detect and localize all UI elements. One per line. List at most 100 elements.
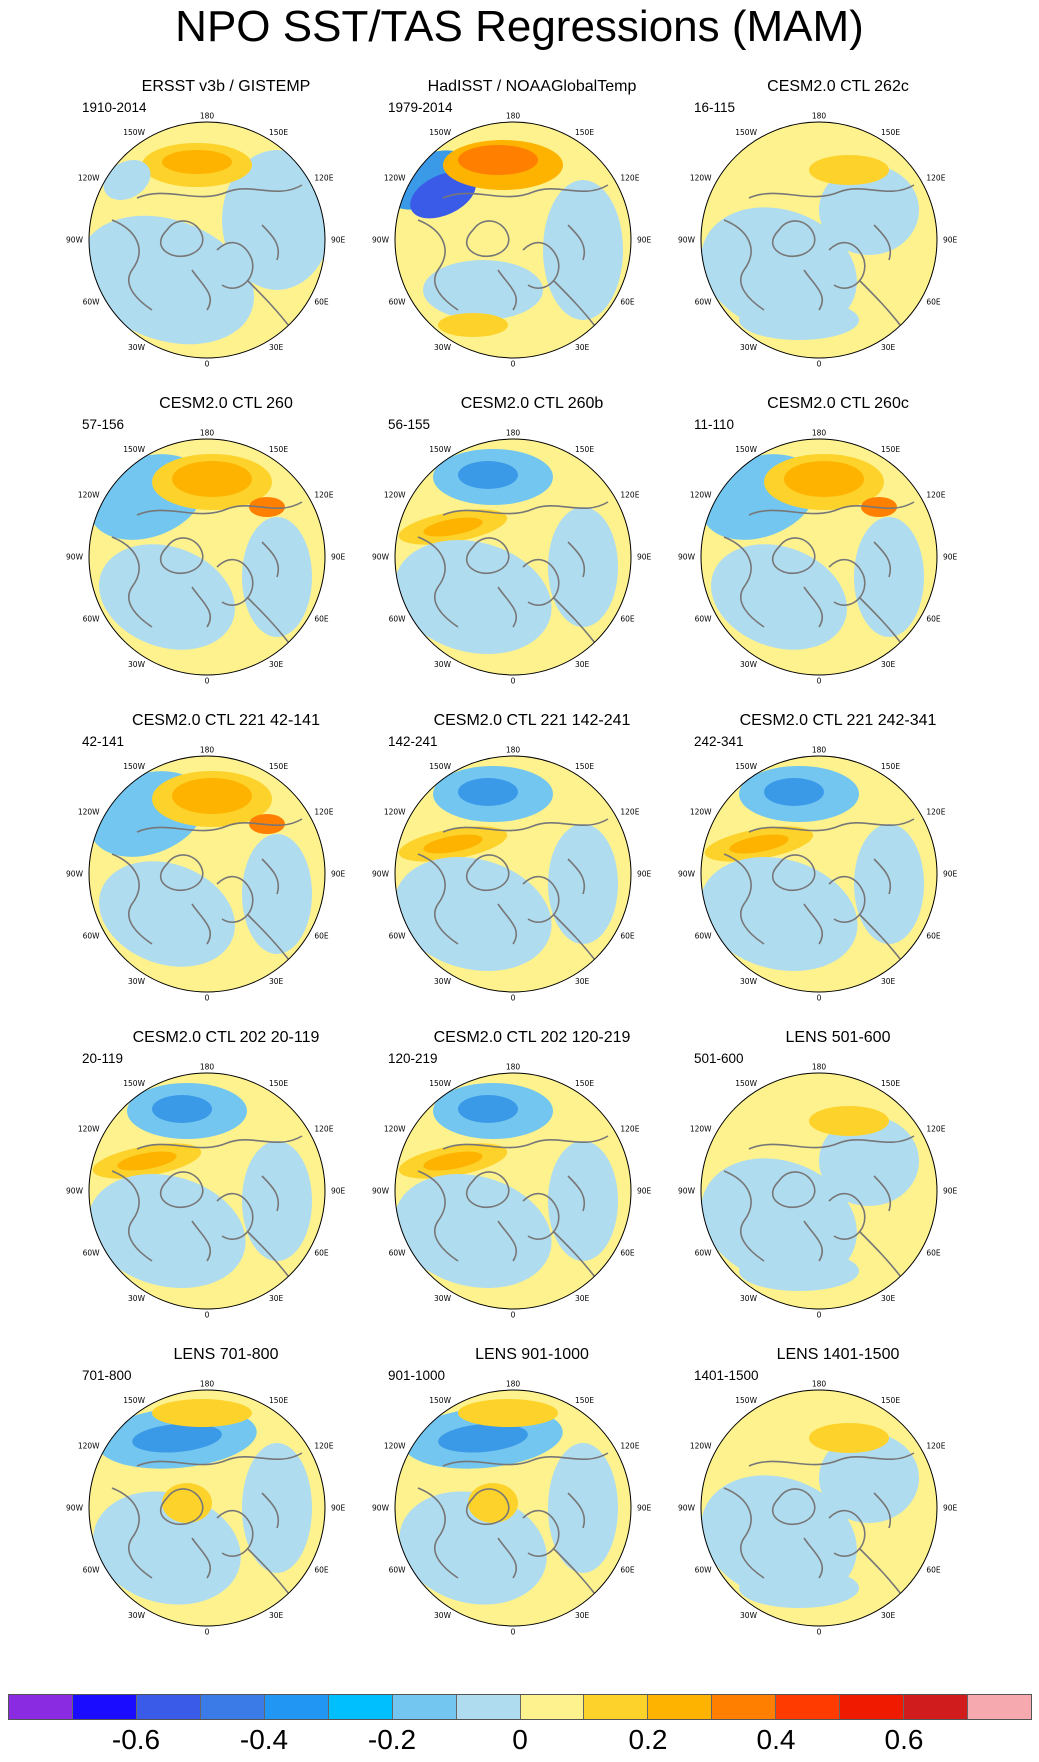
anomaly-region bbox=[399, 1491, 547, 1605]
longitude-label: 180 bbox=[506, 746, 521, 755]
longitude-label: 30W bbox=[128, 343, 146, 352]
anomaly-region bbox=[764, 778, 824, 806]
map-panel: HadISST / NOAAGlobalTemp 180 150E 120E 90E 60… bbox=[372, 78, 682, 398]
colorbar-swatch bbox=[200, 1695, 265, 1719]
anomaly-region bbox=[172, 778, 252, 814]
colorbar-tick-label: -0.4 bbox=[239, 1724, 289, 1755]
longitude-label: 150E bbox=[881, 1396, 900, 1405]
coastline bbox=[771, 1488, 816, 1525]
anomaly-region bbox=[242, 1141, 312, 1261]
longitude-label: 0 bbox=[205, 1311, 210, 1320]
longitude-label: 60W bbox=[695, 1566, 713, 1575]
longitude-label: 60E bbox=[314, 1249, 329, 1258]
anomaly-region bbox=[729, 834, 789, 854]
longitude-label: 30W bbox=[434, 660, 452, 669]
longitude-label: 150E bbox=[269, 128, 288, 137]
longitude-label: 60E bbox=[314, 298, 329, 307]
map-border bbox=[88, 438, 326, 676]
polar-map: 180 150E 120E 90E 60E 30E 0 30W 60W 90W 120W 150W bbox=[372, 112, 652, 369]
coastline bbox=[873, 1492, 892, 1529]
longitude-label: 30E bbox=[269, 1294, 284, 1303]
anomaly-region bbox=[548, 824, 618, 944]
longitude-label: 60W bbox=[695, 615, 713, 624]
colorbar-swatch bbox=[968, 1695, 1031, 1719]
anomaly-region bbox=[423, 834, 483, 854]
longitude-label: 0 bbox=[511, 360, 516, 369]
longitude-label: 150E bbox=[575, 762, 594, 771]
anomaly-region bbox=[809, 1423, 889, 1453]
coastline bbox=[552, 596, 599, 648]
longitude-label: 30W bbox=[128, 660, 146, 669]
longitude-label: 180 bbox=[200, 746, 215, 755]
longitude-label: 150W bbox=[429, 128, 451, 137]
coastline bbox=[442, 1452, 609, 1467]
anomaly-region bbox=[132, 1423, 222, 1453]
longitude-label: 90E bbox=[331, 1504, 346, 1513]
coastline bbox=[159, 854, 204, 891]
anomaly-region bbox=[172, 461, 252, 497]
longitude-label: 30E bbox=[269, 660, 284, 669]
coastline bbox=[216, 1192, 254, 1240]
coastline bbox=[497, 586, 518, 628]
coastline bbox=[111, 536, 153, 628]
panel-years: 20-119 bbox=[82, 1051, 124, 1066]
panel-years: 501-600 bbox=[694, 1051, 744, 1066]
panel-years: 701-800 bbox=[82, 1368, 132, 1383]
longitude-label: 180 bbox=[506, 112, 521, 121]
panel-title: CESM2.0 CTL 221 242-341 bbox=[739, 712, 937, 729]
anomaly-region bbox=[162, 150, 232, 174]
longitude-label: 120E bbox=[620, 1125, 639, 1134]
polar-map: 180 150E 120E 90E 60E 30E 0 30W 60W 90W 120W 150W bbox=[678, 1063, 958, 1320]
coastline bbox=[417, 853, 459, 945]
longitude-label: 150W bbox=[429, 1396, 451, 1405]
longitude-label: 120W bbox=[384, 808, 406, 817]
longitude-label: 0 bbox=[511, 1311, 516, 1320]
longitude-label: 150W bbox=[123, 445, 145, 454]
coastline bbox=[191, 586, 212, 628]
anomaly-region bbox=[739, 1568, 859, 1608]
longitude-label: 30W bbox=[740, 343, 758, 352]
colorbar-tick-label: 0.2 bbox=[628, 1724, 668, 1755]
longitude-label: 60E bbox=[314, 1566, 329, 1575]
coastline bbox=[748, 1135, 915, 1150]
longitude-label: 150E bbox=[881, 445, 900, 454]
longitude-label: 60E bbox=[926, 932, 941, 941]
longitude-label: 150E bbox=[575, 128, 594, 137]
longitude-label: 60E bbox=[620, 1566, 635, 1575]
panel-title: CESM2.0 CTL 202 120-219 bbox=[433, 1029, 631, 1046]
longitude-label: 0 bbox=[817, 1311, 822, 1320]
anomaly-region bbox=[438, 313, 508, 337]
longitude-label: 30W bbox=[434, 343, 452, 352]
longitude-label: 30W bbox=[740, 660, 758, 669]
longitude-label: 120W bbox=[78, 808, 100, 817]
map-border bbox=[88, 755, 326, 993]
coastline bbox=[159, 220, 204, 257]
longitude-label: 30E bbox=[269, 977, 284, 986]
coastline bbox=[567, 858, 586, 895]
longitude-label: 60E bbox=[620, 1249, 635, 1258]
anomaly-region bbox=[739, 1251, 859, 1291]
longitude-label: 90W bbox=[372, 1504, 390, 1513]
longitude-label: 120E bbox=[926, 808, 945, 817]
longitude-label: 30E bbox=[881, 343, 896, 352]
coastline bbox=[828, 1509, 866, 1557]
longitude-label: 90E bbox=[637, 553, 652, 562]
longitude-label: 120E bbox=[620, 491, 639, 500]
coastline bbox=[136, 1135, 303, 1150]
longitude-label: 120W bbox=[384, 1442, 406, 1451]
map-panel: LENS 1401-1500 180 150E 120E 90E 60E 30E 0 30W 60… bbox=[678, 1346, 988, 1666]
longitude-label: 90E bbox=[943, 1187, 958, 1196]
longitude-label: 90W bbox=[372, 236, 390, 245]
colorbar-swatches bbox=[8, 1694, 1032, 1720]
longitude-label: 30E bbox=[881, 977, 896, 986]
polar-map: 180 150E 120E 90E 60E 30E 0 30W 60W 90W 120W 150W bbox=[678, 746, 958, 1003]
longitude-label: 120W bbox=[690, 1125, 712, 1134]
map-panel: CESM2.0 CTL 221 142-241 180 150E 120E 90E 60E… bbox=[372, 712, 682, 1032]
anomaly-region bbox=[809, 155, 889, 185]
coastline bbox=[442, 1135, 609, 1150]
panel-years: 142-241 bbox=[388, 734, 438, 749]
coastline bbox=[191, 269, 212, 311]
coastline bbox=[136, 1452, 303, 1467]
coastline bbox=[522, 241, 560, 289]
map-border bbox=[394, 121, 632, 359]
